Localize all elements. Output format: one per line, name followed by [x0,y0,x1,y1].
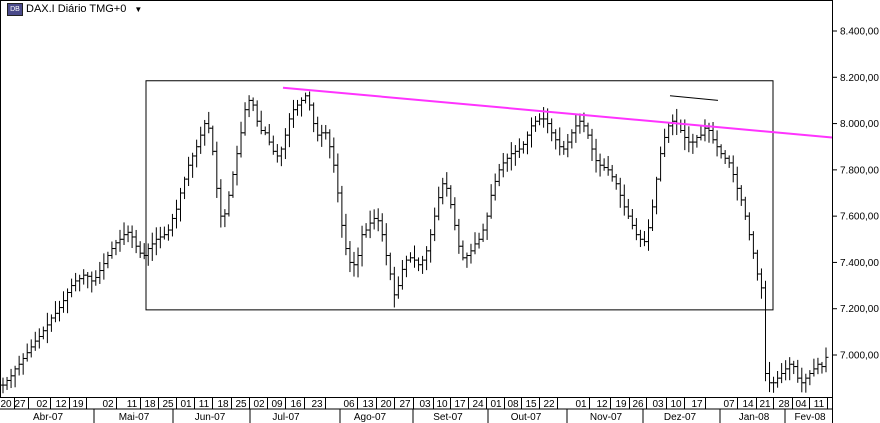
day-tick-label: 20 [0,399,12,410]
day-tick-label: 08 [507,399,519,410]
caret-down-icon[interactable]: ▼ [134,4,143,14]
y-tick-label: 7.800,00 [840,165,879,176]
day-tick-label: 01 [490,399,502,410]
y-tick-label: 7.600,00 [840,212,879,223]
day-tick-label: 04 [795,399,807,410]
day-tick-label: 17 [691,399,703,410]
month-tick-label: Jun-07 [195,412,226,423]
day-tick-label: 11 [814,399,825,410]
y-tick-label: 7.000,00 [840,351,879,362]
day-tick-label: 23 [311,399,323,410]
day-tick-label: 11 [199,399,210,410]
chart-title-bar[interactable]: DB DAX.I Diário TMG+0 ▼ [7,2,142,16]
range-rectangle [145,80,774,311]
day-tick-label: 01 [180,399,192,410]
day-tick-label: 12 [55,399,67,410]
day-tick-label: 18 [144,399,156,410]
day-tick-label: 15 [525,399,537,410]
plot-frame [0,0,833,398]
month-tick-label: Nov-07 [590,412,623,423]
day-tick-label: 16 [290,399,302,410]
day-tick-label: 28 [778,399,790,410]
month-tick-label: Dez-07 [664,412,697,423]
day-tick-label: 03 [419,399,431,410]
day-tick-label: 21 [759,399,771,410]
day-tick-label: 25 [235,399,247,410]
day-tick-label: 10 [670,399,682,410]
day-tick-label: 09 [271,399,283,410]
day-tick-label: 01 [575,399,587,410]
day-tick-label: 02 [36,399,48,410]
day-tick-label: 13 [362,399,374,410]
y-tick-label: 8.000,00 [840,119,879,130]
day-tick-label: 27 [399,399,411,410]
day-tick-label: 03 [652,399,664,410]
day-tick-label: 22 [543,399,555,410]
day-tick-label: 17 [454,399,466,410]
day-tick-label: 24 [472,399,484,410]
y-tick-label: 7.200,00 [840,304,879,315]
day-tick-label: 25 [162,399,174,410]
month-tick-label: Jan-08 [739,412,770,423]
day-tick-label: 20 [380,399,392,410]
day-tick-label: 12 [596,399,608,410]
day-tick-label: 27 [14,399,26,410]
day-tick-label: 06 [343,399,355,410]
month-tick-label: Set-07 [433,412,463,423]
day-tick-label: 14 [742,399,754,410]
day-tick-label: 19 [615,399,627,410]
day-tick-label: 19 [72,399,84,410]
month-tick-label: Jul-07 [272,412,300,423]
day-tick-label: 02 [253,399,265,410]
chart-symbol-icon: DB [7,2,23,16]
month-tick-label: Ago-07 [354,412,387,423]
month-tick-label: Mai-07 [119,412,150,423]
day-tick-label: 18 [217,399,229,410]
day-tick-label: 02 [102,399,114,410]
y-tick-label: 7.400,00 [840,258,879,269]
month-tick-label: Fev-08 [794,412,826,423]
y-tick-label: 8.400,00 [840,27,879,38]
day-tick-label: 07 [723,399,735,410]
month-tick-label: Abr-07 [33,412,63,423]
day-tick-label: 11 [127,399,138,410]
month-tick-label: Out-07 [511,412,542,423]
y-tick-label: 8.200,00 [840,73,879,84]
chart-title: DAX.I Diário TMG+0 [26,3,127,15]
day-tick-label: 10 [436,399,448,410]
magenta-trendline [282,86,833,139]
day-tick-label: 26 [632,399,644,410]
resistance-line [669,95,719,101]
